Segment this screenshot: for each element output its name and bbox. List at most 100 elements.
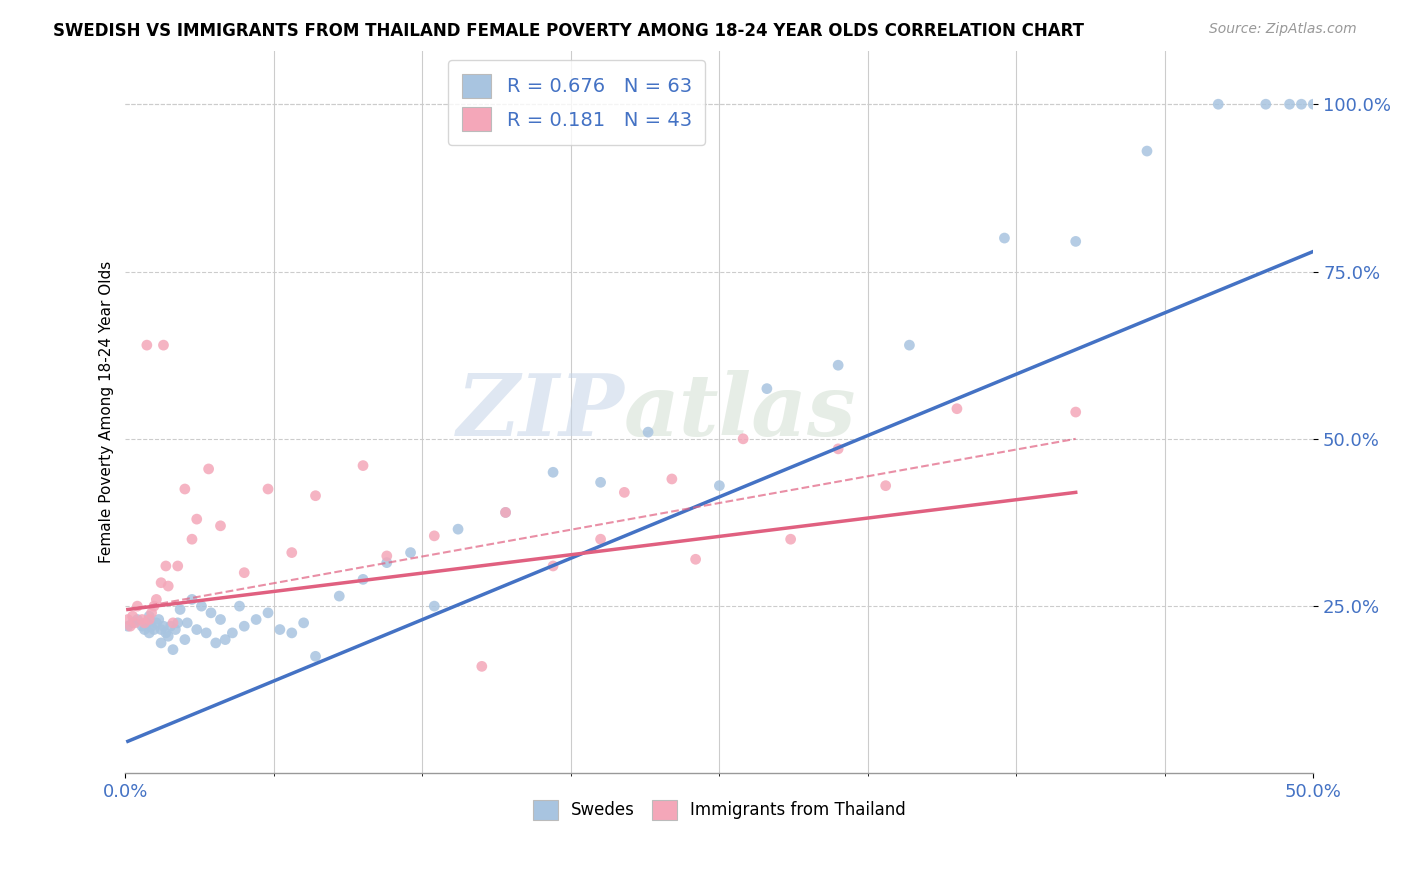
Text: ZIP: ZIP: [457, 370, 624, 454]
Point: [495, 505, 517, 519]
Point: [157, 629, 180, 643]
Legend: Swedes, Immigrants from Thailand: Swedes, Immigrants from Thailand: [526, 793, 912, 827]
Point: [245, 613, 267, 627]
Point: [117, 613, 139, 627]
Point: [447, 522, 470, 536]
Point: [228, 599, 250, 614]
Point: [135, 338, 157, 352]
Point: [328, 589, 350, 603]
Point: [165, 623, 187, 637]
Point: [423, 529, 446, 543]
Point: [423, 599, 446, 614]
Point: [352, 458, 374, 473]
Point: [186, 623, 208, 637]
Point: [141, 606, 163, 620]
Point: [898, 338, 921, 352]
Point: [613, 485, 636, 500]
Point: [135, 615, 157, 630]
Point: [495, 505, 517, 519]
Point: [827, 358, 849, 372]
Point: [257, 606, 280, 620]
Point: [1302, 97, 1324, 112]
Point: [181, 592, 204, 607]
Point: [131, 619, 153, 633]
Point: [166, 559, 188, 574]
Point: [209, 613, 232, 627]
Point: [352, 573, 374, 587]
Point: [281, 545, 304, 559]
Point: [375, 556, 398, 570]
Point: [233, 566, 256, 580]
Point: [138, 613, 160, 627]
Point: [152, 619, 174, 633]
Point: [399, 545, 422, 559]
Point: [150, 623, 173, 637]
Point: [946, 401, 969, 416]
Point: [124, 615, 146, 630]
Point: [375, 549, 398, 563]
Point: [159, 619, 181, 633]
Point: [173, 482, 195, 496]
Point: [186, 512, 208, 526]
Point: [589, 532, 612, 546]
Text: atlas: atlas: [624, 370, 856, 454]
Point: [173, 632, 195, 647]
Point: [204, 636, 226, 650]
Point: [148, 613, 170, 627]
Point: [709, 478, 731, 492]
Point: [200, 606, 222, 620]
Point: [779, 532, 801, 546]
Point: [131, 613, 153, 627]
Point: [209, 518, 232, 533]
Point: [176, 615, 198, 630]
Point: [162, 642, 184, 657]
Point: [195, 626, 218, 640]
Point: [143, 623, 166, 637]
Point: [134, 623, 156, 637]
Point: [1291, 97, 1313, 112]
Point: [134, 615, 156, 630]
Point: [145, 592, 167, 607]
Y-axis label: Female Poverty Among 18-24 Year Olds: Female Poverty Among 18-24 Year Olds: [100, 261, 114, 563]
Point: [541, 465, 564, 479]
Point: [117, 619, 139, 633]
Point: [121, 609, 143, 624]
Point: [190, 599, 212, 614]
Point: [145, 615, 167, 630]
Point: [827, 442, 849, 456]
Point: [304, 649, 326, 664]
Point: [685, 552, 707, 566]
Point: [755, 382, 778, 396]
Point: [257, 482, 280, 496]
Point: [733, 432, 755, 446]
Point: [152, 338, 174, 352]
Point: [589, 475, 612, 490]
Text: SWEDISH VS IMMIGRANTS FROM THAILAND FEMALE POVERTY AMONG 18-24 YEAR OLDS CORRELA: SWEDISH VS IMMIGRANTS FROM THAILAND FEMA…: [53, 22, 1084, 40]
Point: [166, 615, 188, 630]
Point: [127, 599, 149, 614]
Point: [471, 659, 494, 673]
Point: [875, 478, 897, 492]
Point: [141, 619, 163, 633]
Point: [1064, 235, 1087, 249]
Point: [138, 609, 160, 624]
Point: [993, 231, 1015, 245]
Point: [121, 615, 143, 630]
Point: [150, 636, 173, 650]
Point: [120, 619, 142, 633]
Text: Source: ZipAtlas.com: Source: ZipAtlas.com: [1209, 22, 1357, 37]
Point: [1254, 97, 1277, 112]
Point: [127, 613, 149, 627]
Point: [138, 626, 160, 640]
Point: [155, 559, 177, 574]
Point: [637, 425, 659, 439]
Point: [541, 559, 564, 574]
Point: [162, 615, 184, 630]
Point: [1136, 144, 1159, 158]
Point: [157, 579, 180, 593]
Point: [661, 472, 683, 486]
Point: [269, 623, 291, 637]
Point: [1278, 97, 1301, 112]
Point: [143, 599, 166, 614]
Point: [1064, 405, 1087, 419]
